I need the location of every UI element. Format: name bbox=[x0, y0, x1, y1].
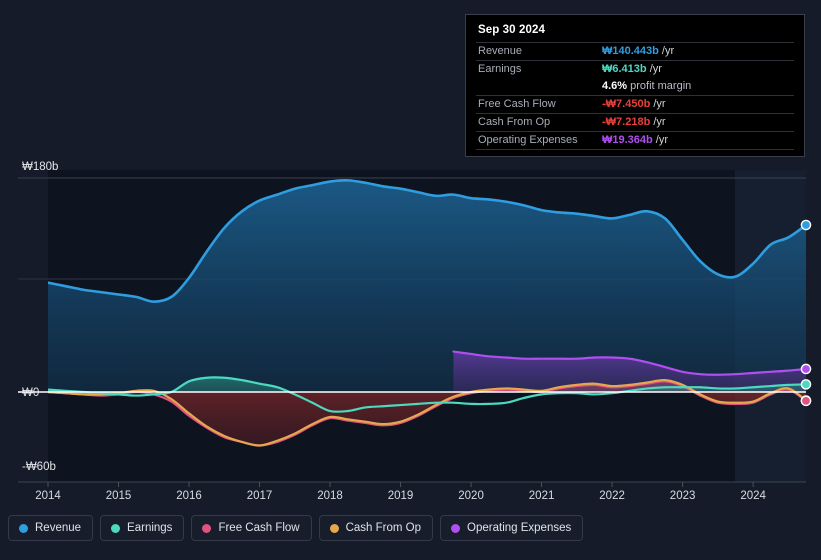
tooltip-row-value: -₩7.218b /yr bbox=[602, 116, 666, 128]
x-label-2016: 2016 bbox=[176, 490, 202, 500]
legend-item-revenue[interactable]: Revenue bbox=[8, 515, 94, 541]
tooltip-row: Cash From Op -₩7.218b /yr bbox=[476, 113, 794, 132]
tooltip-row: Operating Expenses ₩19.364b /yr bbox=[476, 131, 794, 150]
tooltip-row: Free Cash Flow -₩7.450b /yr bbox=[476, 95, 794, 114]
x-label-2023: 2023 bbox=[670, 490, 696, 500]
endpoint-revenue bbox=[800, 219, 812, 231]
tooltip-row-value: -₩7.450b /yr bbox=[602, 98, 666, 110]
series-line-revenue bbox=[48, 179, 806, 303]
tooltip-row-label: Earnings bbox=[478, 63, 522, 75]
tooltip-row-label: Free Cash Flow bbox=[478, 98, 556, 110]
tooltip-row: Revenue ₩140.443b /yr bbox=[476, 42, 794, 61]
x-label-2021: 2021 bbox=[529, 490, 555, 500]
legend-item-free-cash-flow[interactable]: Free Cash Flow bbox=[191, 515, 312, 541]
y-axis-labels: ₩180b ₩0 -₩60b bbox=[22, 161, 58, 473]
tooltip-row-value: ₩19.364b /yr bbox=[602, 134, 669, 146]
legend-item-earnings[interactable]: Earnings bbox=[100, 515, 185, 541]
tooltip-row-label bbox=[476, 78, 600, 96]
x-label-2018: 2018 bbox=[317, 490, 343, 500]
legend-color-dot bbox=[202, 523, 212, 533]
tooltip-table: Revenue ₩140.443b /yr Earnings ₩6.413b /yr 4… bbox=[476, 42, 794, 150]
legend-item-label: Operating Expenses bbox=[467, 522, 572, 534]
endpoint-free-cash-flow bbox=[800, 395, 812, 407]
tooltip-row-value: ₩6.413b /yr bbox=[602, 63, 662, 75]
chart-legend[interactable]: Revenue Earnings Free Cash Flow Cash From O… bbox=[8, 515, 584, 541]
tooltip-row: 4.6% profit margin bbox=[476, 78, 794, 96]
y-label-top: ₩180b bbox=[22, 161, 58, 173]
series-line-cash-from-op bbox=[48, 378, 806, 447]
data-tooltip: Sep 30 2024 Revenue ₩140.443b /yr Earnings… bbox=[465, 14, 805, 157]
legend-color-dot bbox=[329, 523, 339, 533]
x-label-2019: 2019 bbox=[388, 490, 414, 500]
tooltip-row-label: Revenue bbox=[478, 45, 523, 57]
legend-item-label: Free Cash Flow bbox=[218, 522, 300, 534]
legend-color-dot bbox=[451, 523, 461, 533]
legend-color-dot bbox=[19, 523, 28, 533]
endpoint-operating-expenses bbox=[800, 363, 812, 375]
legend-color-dot bbox=[111, 523, 121, 533]
y-label-zero: ₩0 bbox=[22, 387, 39, 399]
tooltip-row-label: Operating Expenses bbox=[478, 134, 578, 146]
x-label-2017: 2017 bbox=[247, 490, 273, 500]
x-label-2015: 2015 bbox=[106, 490, 132, 500]
tooltip-row-label: Cash From Op bbox=[478, 116, 551, 128]
tooltip-row-value: 4.6% profit margin bbox=[602, 80, 692, 92]
x-label-2022: 2022 bbox=[599, 490, 625, 500]
endpoint-earnings bbox=[800, 379, 812, 390]
tooltip-row: Earnings ₩6.413b /yr bbox=[476, 60, 794, 79]
x-label-2014: 2014 bbox=[35, 490, 61, 500]
legend-item-operating-expenses[interactable]: Operating Expenses bbox=[440, 515, 584, 541]
series-line-operating-expenses bbox=[452, 350, 806, 376]
legend-item-cash-from-op[interactable]: Cash From Op bbox=[318, 515, 434, 541]
x-label-2024: 2024 bbox=[740, 490, 766, 500]
series-layer bbox=[48, 179, 806, 447]
x-axis-labels: 2014 2015 2016 2017 2018 2019 2020 2021 2022 2023… bbox=[35, 482, 767, 500]
legend-item-label: Revenue bbox=[35, 522, 82, 534]
legend-item-label: Cash From Op bbox=[345, 522, 422, 534]
legend-item-label: Earnings bbox=[127, 522, 173, 534]
tooltip-row-value: ₩140.443b /yr bbox=[602, 45, 675, 57]
x-label-2020: 2020 bbox=[458, 490, 484, 500]
endpoint-markers bbox=[800, 219, 812, 407]
y-label-bottom: -₩60b bbox=[22, 461, 56, 473]
tooltip-date: Sep 30 2024 bbox=[478, 24, 545, 36]
